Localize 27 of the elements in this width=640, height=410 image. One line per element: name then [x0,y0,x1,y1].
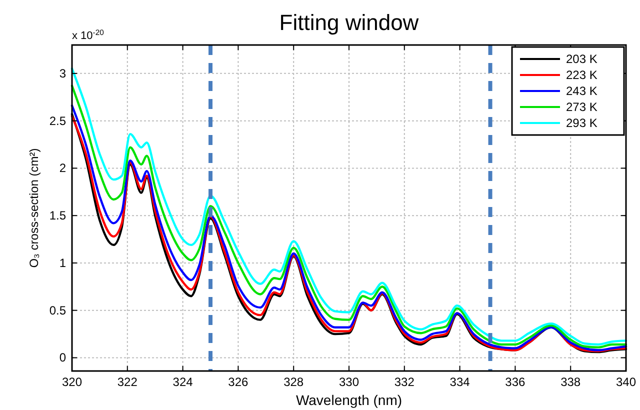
text: x 10$^{-20}$ [72,28,104,42]
chart-title: Fitting window [279,10,419,35]
legend-label: 243 K [566,84,598,98]
x-tick-label: 332 [394,375,415,389]
y-tick-label: 3 [59,66,66,80]
x-tick-label: 320 [62,375,82,389]
legend-label: 203 K [566,52,598,66]
x-tick-label: 330 [338,375,360,389]
x-tick-label: 338 [560,375,581,389]
y-tick-label: 0.5 [49,303,66,318]
y-tick-label: 2.5 [49,114,66,128]
legend-label: 223 K [566,68,598,82]
x-tick-label: 334 [450,375,470,389]
x-tick-label: 324 [172,375,194,389]
legend-label: 273 K [566,100,598,114]
y-axis-title: O₃ cross-section (cm²) [27,148,41,268]
legend-label: 293 K [566,116,598,130]
y-tick-label: 1 [59,256,66,270]
x-axis-title: Wavelength (nm) [296,392,402,408]
y-tick-label: 2 [59,161,66,176]
x-tick-label: 340 [616,375,636,389]
x-tick-label: 336 [505,375,526,389]
y-tick-label: 0 [59,350,66,365]
y-tick-label: 1.5 [49,208,66,223]
x-tick-label: 328 [284,375,304,389]
x-tick-label: 322 [117,375,138,389]
x-tick-label: 326 [228,375,249,389]
